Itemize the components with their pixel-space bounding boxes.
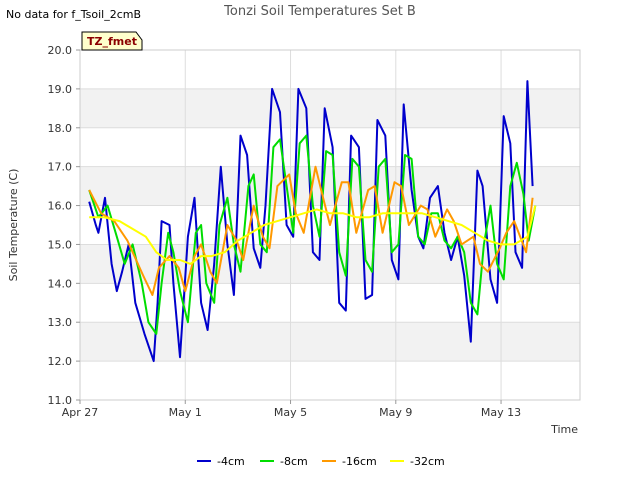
y-axis-ticks: 11.0 12.0 13.0 14.0 15.0 16.0 17.0 18.0 19.0 20.0: [48, 44, 80, 407]
badge-label: TZ_fmet: [87, 35, 137, 48]
series-line--8cm: [88, 134, 537, 335]
y-tick-label: 17.0: [48, 161, 73, 174]
y-tick-label: 12.0: [48, 355, 73, 368]
plot-frame: [79, 49, 581, 401]
grid: [79, 49, 581, 401]
plot-area: [80, 50, 580, 400]
y-tick-label: 14.0: [48, 277, 73, 290]
y-tick-label: 11.0: [48, 394, 73, 407]
legend-label--4cm: -4cm: [217, 455, 245, 468]
legend-label--8cm: -8cm: [280, 455, 308, 468]
y-tick-label: 18.0: [48, 122, 73, 135]
chart-title: Tonzi Soil Temperatures Set B: [223, 4, 416, 19]
legend: -4cm -8cm -16cm -32cm: [197, 455, 445, 468]
x-axis-label: Time: [550, 423, 578, 436]
y-tick-label: 13.0: [48, 316, 73, 329]
y-tick-label: 16.0: [48, 200, 73, 213]
x-tick-label: May 13: [481, 406, 521, 419]
series-line--16cm: [88, 165, 534, 296]
no-data-note: No data for f_Tsoil_2cmB: [6, 8, 141, 21]
badge-box: [81, 31, 143, 51]
series-layer: [88, 80, 537, 363]
legend-label--32cm: -32cm: [410, 455, 445, 468]
x-axis-ticks: Apr 27 May 1 May 5 May 9 May 13: [62, 400, 521, 419]
badge: TZ_fmet: [81, 31, 143, 51]
x-tick-label: May 1: [169, 406, 202, 419]
x-tick-label: Apr 27: [62, 406, 99, 419]
plot-band: [80, 322, 580, 362]
x-tick-label: May 9: [379, 406, 412, 419]
y-tick-label: 20.0: [48, 44, 73, 57]
y-tick-label: 19.0: [48, 83, 73, 96]
y-axis-label: Soil Temperature (C): [7, 169, 20, 282]
plot-band: [80, 166, 580, 206]
plot-band: [80, 88, 580, 128]
x-tick-label: May 5: [274, 406, 307, 419]
series-line--32cm: [89, 205, 537, 265]
legend-label--16cm: -16cm: [342, 455, 377, 468]
y-tick-label: 15.0: [48, 238, 73, 251]
